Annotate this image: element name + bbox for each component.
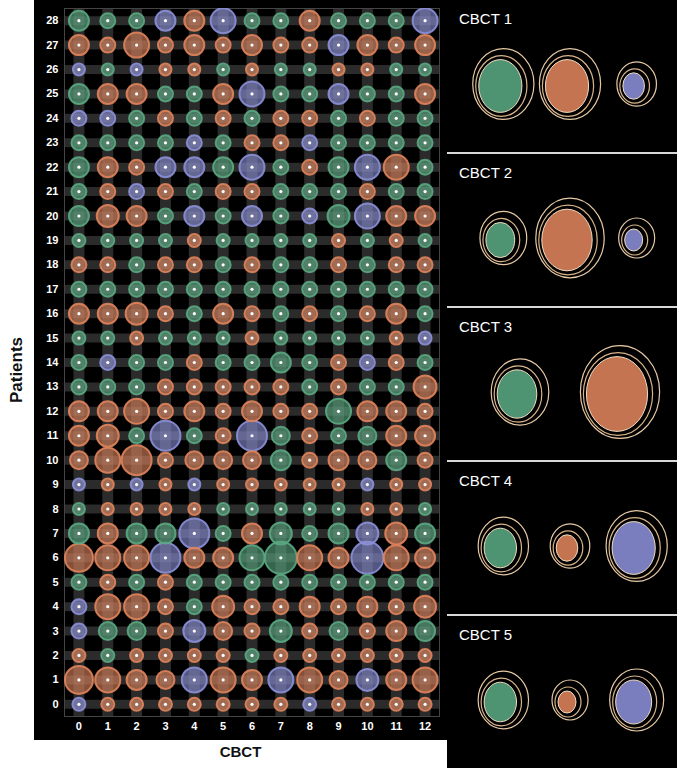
svg-text:25: 25 bbox=[46, 87, 58, 99]
svg-text:19: 19 bbox=[46, 234, 58, 246]
svg-text:26: 26 bbox=[46, 63, 58, 75]
svg-text:0: 0 bbox=[76, 720, 82, 732]
svg-text:5: 5 bbox=[52, 576, 58, 588]
svg-text:24: 24 bbox=[46, 112, 59, 124]
svg-text:9: 9 bbox=[52, 478, 58, 490]
html-text:CBCT: CBCT bbox=[219, 743, 262, 760]
svg-text:2: 2 bbox=[134, 720, 140, 732]
svg-text:13: 13 bbox=[46, 380, 58, 392]
svg-text:5: 5 bbox=[220, 720, 226, 732]
svg-text:21: 21 bbox=[46, 185, 58, 197]
svg-text:23: 23 bbox=[46, 136, 58, 148]
svg-text:12: 12 bbox=[46, 405, 58, 417]
svg-text:18: 18 bbox=[46, 258, 58, 270]
svg-text:7: 7 bbox=[278, 720, 284, 732]
svg-text:CBCT 1: CBCT 1 bbox=[459, 10, 512, 27]
svg-text:28: 28 bbox=[46, 14, 58, 26]
svg-text:CBCT 3: CBCT 3 bbox=[459, 318, 512, 335]
svg-text:3: 3 bbox=[52, 625, 58, 637]
svg-text:8: 8 bbox=[52, 503, 58, 515]
svg-text:6: 6 bbox=[52, 551, 58, 563]
svg-text:2: 2 bbox=[52, 649, 58, 661]
svg-text:7: 7 bbox=[52, 527, 58, 539]
svg-text:4: 4 bbox=[191, 720, 198, 732]
svg-text:6: 6 bbox=[249, 720, 255, 732]
svg-text:8: 8 bbox=[307, 720, 313, 732]
svg-text:20: 20 bbox=[46, 210, 58, 222]
svg-text:1: 1 bbox=[52, 673, 58, 685]
svg-text:22: 22 bbox=[46, 161, 58, 173]
svg-text:16: 16 bbox=[46, 307, 58, 319]
svg-text:17: 17 bbox=[46, 283, 58, 295]
svg-text:14: 14 bbox=[46, 356, 59, 368]
svg-text:11: 11 bbox=[390, 720, 402, 732]
svg-text:CBCT 2: CBCT 2 bbox=[459, 164, 512, 181]
svg-text:0: 0 bbox=[52, 698, 58, 710]
svg-text:CBCT 5: CBCT 5 bbox=[459, 626, 512, 643]
svg-text:15: 15 bbox=[46, 332, 58, 344]
svg-text:4: 4 bbox=[52, 600, 59, 612]
svg-text:10: 10 bbox=[361, 720, 373, 732]
svg-text:11: 11 bbox=[47, 429, 59, 441]
html-text:Patients: Patients bbox=[7, 336, 26, 404]
svg-text:9: 9 bbox=[335, 720, 341, 732]
svg-text:CBCT 4: CBCT 4 bbox=[459, 472, 512, 489]
svg-text:1: 1 bbox=[105, 720, 111, 732]
svg-text:3: 3 bbox=[162, 720, 168, 732]
svg-text:12: 12 bbox=[419, 720, 431, 732]
svg-text:27: 27 bbox=[46, 39, 58, 51]
svg-text:10: 10 bbox=[46, 454, 58, 466]
